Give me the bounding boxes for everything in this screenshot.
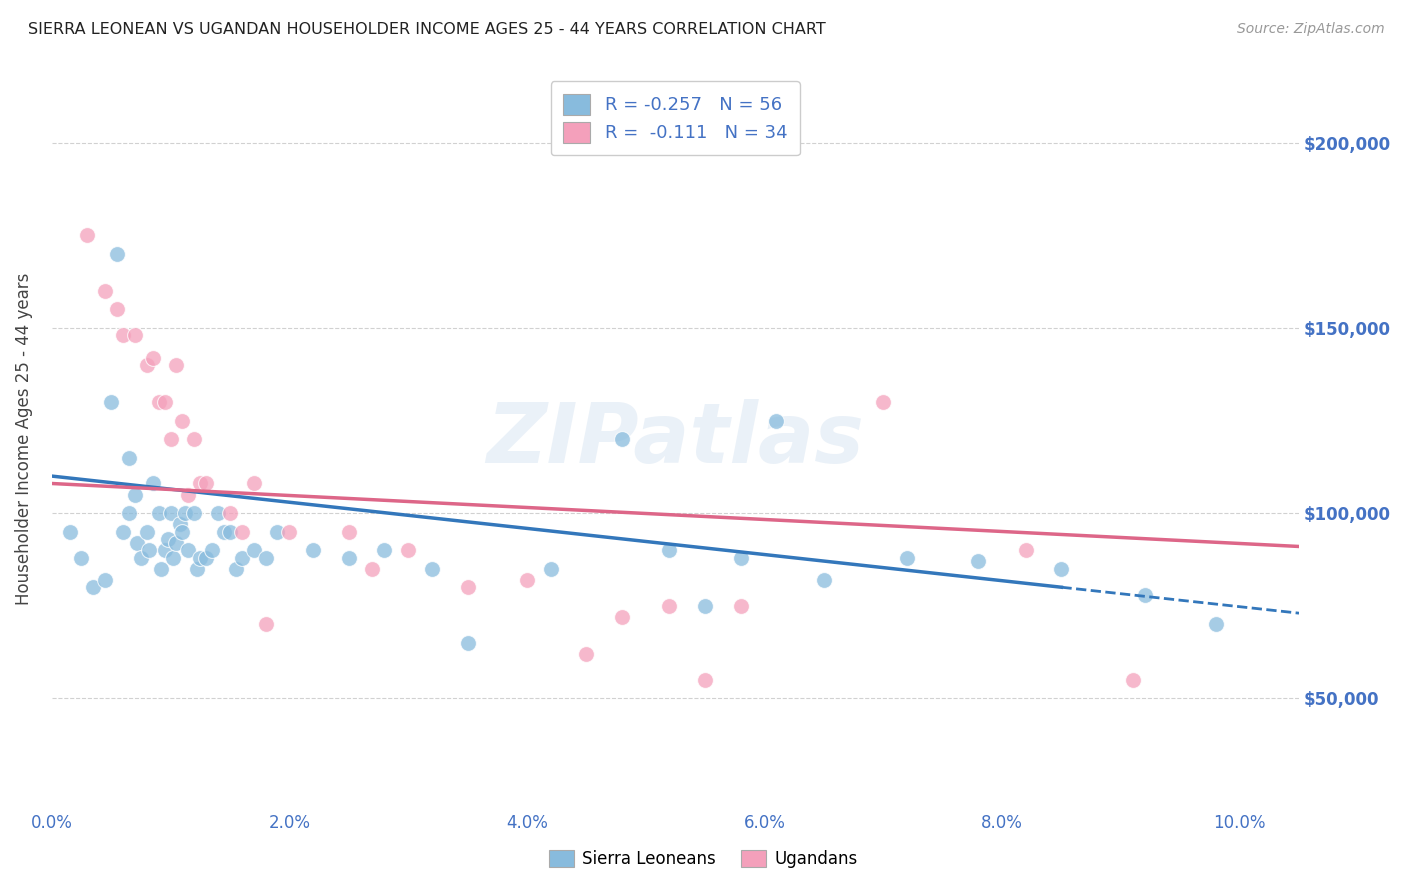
Point [142, 351, 165, 365]
Point [254, 617, 277, 632]
Point [186, 562, 208, 576]
Point [1133, 588, 1156, 602]
Point [278, 524, 301, 539]
Point [516, 573, 538, 587]
Point [173, 506, 195, 520]
Point [94, 284, 117, 298]
Point [100, 395, 122, 409]
Point [177, 543, 200, 558]
Point [124, 487, 146, 501]
Point [153, 395, 176, 409]
Point [172, 524, 194, 539]
Point [127, 535, 149, 549]
Point [420, 562, 443, 576]
Point [254, 550, 277, 565]
Point [457, 580, 479, 594]
Point [118, 506, 141, 520]
Point [111, 328, 134, 343]
Point [82, 580, 104, 594]
Point [693, 599, 716, 613]
Point [457, 636, 479, 650]
Point [373, 543, 395, 558]
Legend: R = -0.257   N = 56, R =  -0.111   N = 34: R = -0.257 N = 56, R = -0.111 N = 34 [551, 81, 800, 155]
Point [231, 550, 253, 565]
Point [183, 432, 205, 446]
Point [94, 573, 117, 587]
Point [162, 550, 184, 565]
Legend: Sierra Leoneans, Ugandans: Sierra Leoneans, Ugandans [541, 843, 865, 875]
Point [610, 610, 633, 624]
Point [76, 228, 98, 243]
Point [201, 543, 224, 558]
Point [765, 413, 787, 427]
Point [872, 395, 894, 409]
Point [575, 647, 598, 661]
Point [188, 476, 211, 491]
Point [658, 543, 681, 558]
Point [157, 532, 180, 546]
Point [242, 476, 264, 491]
Point [207, 506, 229, 520]
Point [195, 476, 218, 491]
Point [231, 524, 253, 539]
Point [150, 562, 173, 576]
Point [142, 476, 165, 491]
Point [58, 524, 80, 539]
Point [105, 302, 128, 317]
Point [337, 524, 360, 539]
Point [148, 506, 170, 520]
Point [1015, 543, 1038, 558]
Point [610, 432, 633, 446]
Point [658, 599, 681, 613]
Point [219, 506, 242, 520]
Point [195, 550, 218, 565]
Point [967, 554, 990, 568]
Point [1050, 562, 1073, 576]
Point [111, 524, 134, 539]
Point [813, 573, 835, 587]
Text: ZIPatlas: ZIPatlas [486, 399, 865, 480]
Point [266, 524, 288, 539]
Point [118, 450, 141, 465]
Point [70, 550, 93, 565]
Point [242, 543, 264, 558]
Point [159, 432, 181, 446]
Point [166, 358, 188, 372]
Point [225, 562, 247, 576]
Point [135, 358, 157, 372]
Y-axis label: Householder Income Ages 25 - 44 years: Householder Income Ages 25 - 44 years [15, 273, 32, 605]
Text: SIERRA LEONEAN VS UGANDAN HOUSEHOLDER INCOME AGES 25 - 44 YEARS CORRELATION CHAR: SIERRA LEONEAN VS UGANDAN HOUSEHOLDER IN… [28, 22, 825, 37]
Point [135, 524, 157, 539]
Point [177, 487, 200, 501]
Point [153, 543, 176, 558]
Point [138, 543, 160, 558]
Point [188, 550, 211, 565]
Point [540, 562, 562, 576]
Point [302, 543, 325, 558]
Text: Source: ZipAtlas.com: Source: ZipAtlas.com [1237, 22, 1385, 37]
Point [159, 506, 181, 520]
Point [148, 395, 170, 409]
Point [337, 550, 360, 565]
Point [396, 543, 419, 558]
Point [212, 524, 235, 539]
Point [169, 517, 191, 532]
Point [896, 550, 918, 565]
Point [1205, 617, 1227, 632]
Point [219, 524, 242, 539]
Point [730, 599, 752, 613]
Point [183, 506, 205, 520]
Point [172, 413, 194, 427]
Point [730, 550, 752, 565]
Point [105, 247, 128, 261]
Point [129, 550, 152, 565]
Point [361, 562, 384, 576]
Point [1122, 673, 1144, 687]
Point [124, 328, 146, 343]
Point [166, 535, 188, 549]
Point [693, 673, 716, 687]
